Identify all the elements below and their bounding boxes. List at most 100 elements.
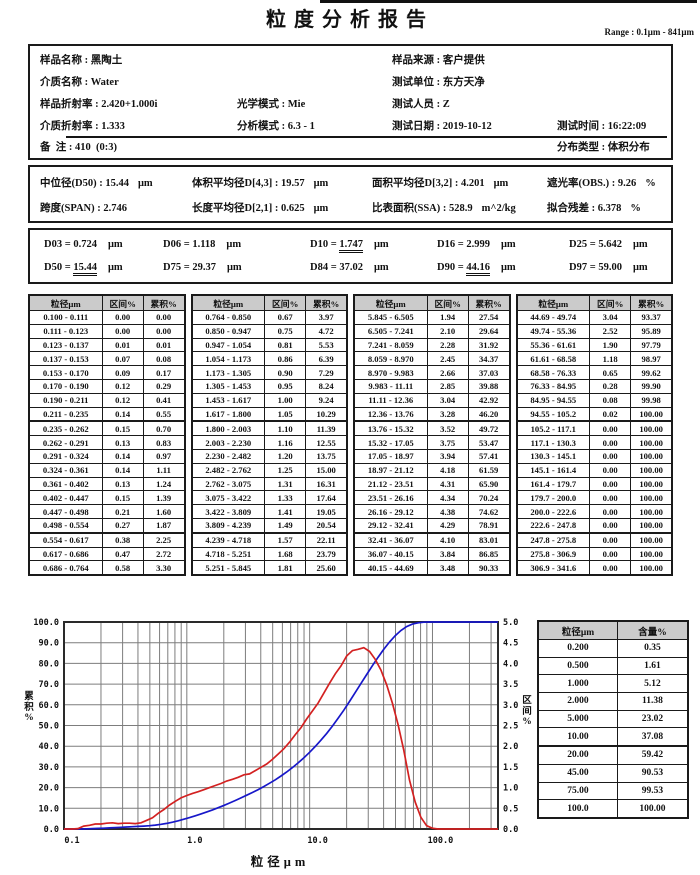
stat-ssa: 比表面积(SSA)528.9m^2/kg	[372, 200, 516, 215]
cell: 100.00	[630, 490, 673, 506]
cell: 0.70	[142, 420, 186, 437]
field-medium-ri: 介质折射率1.333	[40, 118, 125, 133]
cell: 0.170 - 0.190	[28, 378, 103, 394]
y-tick-left: 50.0	[39, 722, 59, 732]
table-row: 0.211 - 0.235 0.14 0.55	[28, 406, 186, 423]
cell: 0.95	[264, 378, 307, 394]
cell: 1.90	[589, 337, 632, 353]
table-row: 32.41 - 36.07 4.10 83.01	[353, 532, 511, 548]
table-row: 2.000 11.38	[537, 692, 689, 711]
cell: 78.91	[467, 517, 511, 534]
table-row: 5.251 - 5.845 1.81 25.60	[190, 560, 348, 576]
cell: 0.14	[101, 406, 144, 423]
table-row: 8.059 - 8.970 2.45 34.37	[353, 351, 511, 367]
y-tick-right: 4.5	[503, 639, 518, 649]
cell: 3.48	[426, 560, 469, 576]
size-table-group: 粒径μm 区间% 累积% 0.764 - 0.850 0.67 3.97 0.850 - 0…	[190, 294, 348, 577]
cell: 76.33 - 84.95	[515, 378, 591, 394]
cell: 0.28	[589, 378, 632, 394]
table-row: 61.61 - 68.58 1.18 98.97	[515, 351, 673, 367]
cell: 93.37	[630, 310, 673, 325]
cell: 2.762 - 3.075	[190, 476, 266, 492]
cell: 10.29	[305, 406, 348, 423]
cell: 21.12 - 23.51	[353, 476, 428, 492]
cell: 39.88	[467, 378, 511, 394]
cell: 45.00	[537, 763, 618, 783]
cell: 0.00	[589, 448, 632, 464]
y-tick-left: 10.0	[39, 804, 59, 814]
cell: 1.49	[264, 517, 307, 534]
cell: 0.12	[101, 392, 144, 408]
remark-rule	[66, 136, 667, 138]
table-row: 17.05 - 18.97 3.94 57.41	[353, 448, 511, 464]
x-axis-label: 粒径μm	[250, 855, 310, 869]
table-row: 306.9 - 341.6 0.00 100.00	[515, 560, 673, 576]
cell: 0.09	[101, 365, 144, 380]
cell: 0.00	[589, 462, 632, 478]
field-dist-type: 分布类型体积分布	[557, 139, 650, 154]
cell: 100.00	[630, 406, 673, 423]
table-row: 0.111 - 0.123 0.00 0.00	[28, 323, 186, 339]
cell: 4.38	[426, 504, 469, 519]
cell: 1.000	[537, 674, 618, 694]
column-header: 粒径μm	[353, 294, 428, 311]
table-row: 8.970 - 9.983 2.66 37.03	[353, 365, 511, 380]
cell: 100.00	[630, 504, 673, 519]
table-row: 75.00 99.53	[537, 781, 689, 801]
cell: 1.60	[142, 504, 186, 519]
cell: 74.62	[467, 504, 511, 519]
cell: 0.47	[101, 546, 144, 562]
table-row: 26.16 - 29.12 4.38 74.62	[353, 504, 511, 519]
cell: 0.686 - 0.764	[28, 560, 103, 576]
cell: 98.97	[630, 351, 673, 367]
cell: 3.52	[426, 420, 469, 437]
cell: 9.24	[305, 392, 348, 408]
field-remark: 备 注410 (0:3)	[40, 139, 117, 154]
field-test-date: 测试日期2019-10-12	[392, 118, 492, 133]
cell: 100.00	[630, 435, 673, 450]
cell: 0.00	[589, 560, 632, 576]
cell: 0.12	[101, 378, 144, 394]
cell: 1.054 - 1.173	[190, 351, 266, 367]
cell: 8.24	[305, 378, 348, 394]
cell: 59.42	[616, 745, 689, 765]
cell: 15.00	[305, 462, 348, 478]
cell: 83.01	[467, 532, 511, 548]
table-row: 2.482 - 2.762 1.25 15.00	[190, 462, 348, 478]
table-row: 2.762 - 3.075 1.31 16.31	[190, 476, 348, 492]
table-row: 0.617 - 0.686 0.47 2.72	[28, 546, 186, 562]
cell: 1.453 - 1.617	[190, 392, 266, 408]
cell: 275.8 - 306.9	[515, 546, 591, 562]
distribution-chart-svg: 0.0 0.0 10.0 0.5 20.0 1.0 30.0 1.5 40.0 2.0 50.0 2.…	[33, 618, 518, 846]
table-row: 84.95 - 94.55 0.08 99.98	[515, 392, 673, 408]
column-header: 含量%	[616, 620, 689, 640]
cell: 7.241 - 8.059	[353, 337, 428, 353]
cell: 18.97 - 21.12	[353, 462, 428, 478]
field-sample-ri: 样品折射率2.420+1.000i	[40, 96, 157, 111]
cell: 1.41	[264, 504, 307, 519]
cell: 53.47	[467, 435, 511, 450]
table-row: 10.00 37.08	[537, 727, 689, 748]
table-row: 1.000 5.12	[537, 674, 689, 694]
cell: 0.190 - 0.211	[28, 392, 103, 408]
cell: 1.94	[426, 310, 469, 325]
cell: 11.11 - 12.36	[353, 392, 428, 408]
table-row: 0.947 - 1.054 0.81 5.53	[190, 337, 348, 353]
cell: 42.92	[467, 392, 511, 408]
table-row: 18.97 - 21.12 4.18 61.59	[353, 462, 511, 478]
cell: 0.00	[589, 420, 632, 437]
cell: 1.305 - 1.453	[190, 378, 266, 394]
cell: 5.845 - 6.505	[353, 310, 428, 325]
cell: 25.60	[305, 560, 348, 576]
cell: 0.100 - 0.111	[28, 310, 103, 325]
cell: 161.4 - 179.7	[515, 476, 591, 492]
y-tick-left: 90.0	[39, 639, 59, 649]
cell: 2.28	[426, 337, 469, 353]
table-row: 3.809 - 4.239 1.49 20.54	[190, 517, 348, 534]
cell: 29.64	[467, 323, 511, 339]
distribution-chart: 0.0 0.0 10.0 0.5 20.0 1.0 30.0 1.5 40.0 2.0 50.0 2.…	[20, 610, 532, 872]
cell: 3.30	[142, 560, 186, 576]
cell: 17.05 - 18.97	[353, 448, 428, 464]
